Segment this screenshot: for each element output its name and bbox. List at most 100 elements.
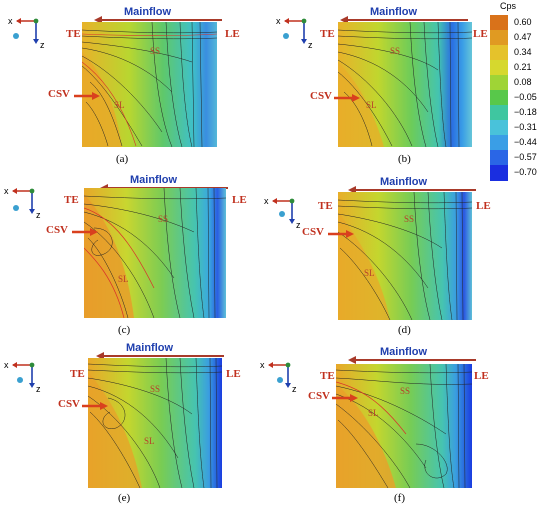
axis-icon: x z bbox=[4, 352, 44, 402]
panel-d: x z Mainflow TE LE bbox=[264, 172, 550, 337]
csv-label: CSV bbox=[46, 224, 69, 236]
axis-icon: x z bbox=[264, 188, 304, 238]
mainflow-label: Mainflow bbox=[126, 342, 174, 354]
colorbar-tick-label: 0.34 bbox=[514, 46, 532, 57]
axis-z-label: z bbox=[308, 40, 313, 50]
colorbar-swatch bbox=[490, 105, 508, 121]
sl-label: SL bbox=[366, 100, 377, 110]
csv-arrow bbox=[328, 230, 354, 238]
colorbar-swatch bbox=[490, 135, 508, 151]
axis-z-label: z bbox=[40, 40, 45, 50]
ss-label: SS bbox=[390, 46, 401, 56]
streamline-plot bbox=[338, 22, 472, 147]
colorbar-swatch bbox=[490, 75, 508, 91]
axis-x-label: x bbox=[276, 16, 281, 26]
axis-x-label: x bbox=[8, 16, 13, 26]
ss-label: SS bbox=[400, 386, 411, 396]
csv-arrow bbox=[332, 394, 358, 402]
ss-label: SS bbox=[404, 214, 415, 224]
mainflow-arrow bbox=[348, 356, 476, 364]
colorbar-tick-label: −0.44 bbox=[514, 136, 537, 147]
ss-label: SS bbox=[158, 214, 169, 224]
csv-label: CSV bbox=[302, 226, 325, 238]
le-label: LE bbox=[226, 368, 241, 380]
csv-arrow bbox=[82, 402, 108, 410]
te-label: TE bbox=[64, 194, 79, 206]
colorbar-tick-label: −0.57 bbox=[514, 151, 537, 162]
panel-caption: (b) bbox=[398, 153, 411, 165]
csv-arrow bbox=[72, 228, 98, 236]
le-label: LE bbox=[474, 370, 489, 382]
csv-arrow bbox=[74, 92, 100, 100]
colorbar-swatch bbox=[490, 120, 508, 136]
axis-x-label: x bbox=[264, 196, 269, 206]
colorbar-tick-label: −0.18 bbox=[514, 106, 537, 117]
panel-caption: (c) bbox=[118, 324, 131, 336]
panel-b: x z Mainflow TE LE bbox=[270, 0, 488, 168]
axis-icon: x z bbox=[260, 352, 300, 402]
colorbar-swatch bbox=[490, 90, 508, 106]
colorbar-title: Cps bbox=[500, 1, 517, 11]
ss-label: SS bbox=[150, 46, 161, 56]
axis-z-label: z bbox=[292, 384, 297, 394]
axis-icon: x z bbox=[276, 8, 316, 58]
csv-label: CSV bbox=[48, 88, 71, 100]
sl-label: SL bbox=[114, 100, 125, 110]
colorbar-swatch bbox=[490, 60, 508, 76]
csv-label: CSV bbox=[58, 398, 81, 410]
ss-label: SS bbox=[150, 384, 161, 394]
colorbar-swatch bbox=[490, 30, 508, 46]
te-label: TE bbox=[66, 28, 81, 40]
colorbar-tick-label: 0.47 bbox=[514, 31, 532, 42]
streamline-plot bbox=[88, 358, 222, 488]
mainflow-label: Mainflow bbox=[380, 346, 428, 358]
panel-caption: (e) bbox=[118, 492, 131, 504]
streamline-plot bbox=[336, 364, 472, 488]
te-label: TE bbox=[70, 368, 85, 380]
colorbar-swatch bbox=[490, 45, 508, 61]
colorbar-tick-label: −0.05 bbox=[514, 91, 537, 102]
colorbar-swatch bbox=[490, 150, 508, 166]
panel-a: x z Mainflow TE LE bbox=[0, 0, 270, 168]
mainflow-label: Mainflow bbox=[380, 176, 428, 188]
axis-icon: x z bbox=[4, 178, 44, 228]
colorbar-tick-label: −0.70 bbox=[514, 166, 537, 177]
panel-e: x z Mainflow TE LE bbox=[0, 338, 270, 510]
mainflow-label: Mainflow bbox=[124, 6, 172, 18]
streamline-plot bbox=[84, 188, 226, 318]
axis-z-label: z bbox=[296, 220, 301, 230]
le-label: LE bbox=[473, 28, 488, 40]
colorbar-tick-label: −0.31 bbox=[514, 121, 537, 132]
axis-icon: x z bbox=[8, 8, 48, 58]
te-label: TE bbox=[320, 370, 335, 382]
colorbar-tick-label: 0.21 bbox=[514, 61, 532, 72]
sl-label: SL bbox=[144, 436, 155, 446]
sl-label: SL bbox=[118, 274, 129, 284]
axis-z-label: z bbox=[36, 210, 41, 220]
colorbar-tick-label: 0.08 bbox=[514, 76, 532, 87]
colorbar-tick-label: 0.60 bbox=[514, 16, 532, 27]
csv-label: CSV bbox=[308, 390, 331, 402]
mainflow-label: Mainflow bbox=[130, 174, 178, 186]
streamline-plot bbox=[338, 192, 472, 320]
axis-x-label: x bbox=[4, 186, 9, 196]
panel-caption: (a) bbox=[116, 153, 129, 165]
panel-c: x z Mainflow TE LE bbox=[0, 172, 270, 337]
axis-x-label: x bbox=[4, 360, 9, 370]
streamline-plot bbox=[82, 22, 217, 147]
csv-arrow bbox=[334, 94, 360, 102]
colorbar-swatch bbox=[490, 15, 508, 31]
te-label: TE bbox=[320, 28, 335, 40]
sl-label: SL bbox=[364, 268, 375, 278]
te-label: TE bbox=[318, 200, 333, 212]
colorbar: Cps 0.60 0.47 0.34 0.21 0.08 −0.05 −0.18 −0.31 −… bbox=[486, 0, 550, 185]
le-label: LE bbox=[225, 28, 240, 40]
panel-caption: (d) bbox=[398, 324, 411, 336]
panel-f: x z Mainflow TE LE bbox=[260, 338, 550, 510]
axis-z-label: z bbox=[36, 384, 41, 394]
csv-label: CSV bbox=[310, 90, 333, 102]
sl-label: SL bbox=[368, 408, 379, 418]
le-label: LE bbox=[476, 200, 491, 212]
panel-caption: (f) bbox=[394, 492, 405, 504]
le-label: LE bbox=[232, 194, 247, 206]
